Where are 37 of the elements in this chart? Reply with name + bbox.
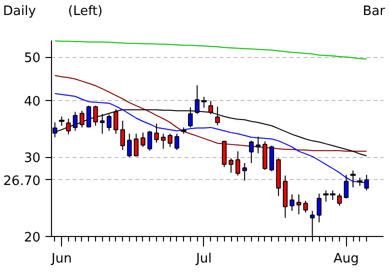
candlestick xyxy=(100,113,105,134)
y-tick-label: 40 xyxy=(24,94,41,110)
candlestick xyxy=(235,150,240,176)
candlestick xyxy=(140,132,146,148)
chart-title: Daily xyxy=(3,3,36,21)
candlestick xyxy=(256,136,261,154)
candlestick xyxy=(127,133,132,158)
y-tick-label: 30 xyxy=(24,151,41,166)
candlestick xyxy=(249,140,254,164)
candlestick xyxy=(303,200,308,214)
candlestick xyxy=(296,194,302,215)
candlestick xyxy=(134,133,139,157)
line-series xyxy=(54,40,368,60)
text: (Left) xyxy=(68,3,103,21)
candlestick xyxy=(222,140,227,168)
candlestick xyxy=(228,158,234,174)
candlestick xyxy=(290,194,294,212)
text: Bar xyxy=(362,3,385,21)
candlestick xyxy=(154,123,159,144)
candlestick xyxy=(120,120,126,151)
candlestick xyxy=(337,193,342,206)
line-series xyxy=(54,74,368,152)
candlestick xyxy=(106,114,112,132)
x-tick-label: Jun xyxy=(50,252,72,266)
y-tick-label: 20 xyxy=(24,230,41,246)
candlestick xyxy=(66,118,71,135)
candlestick xyxy=(168,133,172,148)
candlestick xyxy=(242,162,247,182)
candlestick xyxy=(160,133,166,150)
candlestick xyxy=(174,133,180,151)
candlestick xyxy=(269,145,274,172)
y-tick-label: 50 xyxy=(24,51,41,66)
y-tick-label: 26.70 xyxy=(3,174,40,189)
x-tick-label: Jul xyxy=(195,252,212,266)
candlestick xyxy=(147,130,152,152)
candlestick xyxy=(316,193,322,223)
x-tick-label: Aug xyxy=(334,252,359,266)
